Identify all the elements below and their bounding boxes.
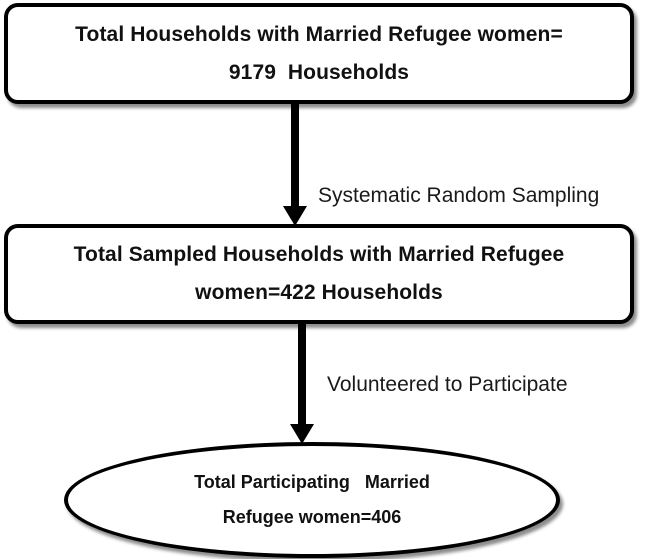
total-households-box: Total Households with Married Refugee wo… [4, 3, 634, 104]
participating-women-ellipse: Total Participating Married Refugee wome… [64, 442, 560, 558]
participation-arrow [290, 322, 314, 444]
participating-women-line-2: Refugee women=406 [222, 507, 402, 527]
systematic-random-sampling-label: Systematic Random Sampling [318, 184, 600, 207]
participating-women-line-1: Total Participating Married [194, 472, 430, 492]
sampled-households-line-2: women=422 Households [195, 281, 443, 304]
sampled-households-box: Total Sampled Households with Married Re… [4, 224, 634, 324]
sampling-arrow [283, 102, 307, 226]
sampled-households-line-1: Total Sampled Households with Married Re… [73, 243, 565, 266]
total-households-line-2: 9179 Households [228, 60, 410, 84]
volunteered-to-participate-label: Volunteered to Participate [327, 373, 568, 396]
total-households-line-1: Total Households with Married Refugee wo… [75, 22, 563, 46]
